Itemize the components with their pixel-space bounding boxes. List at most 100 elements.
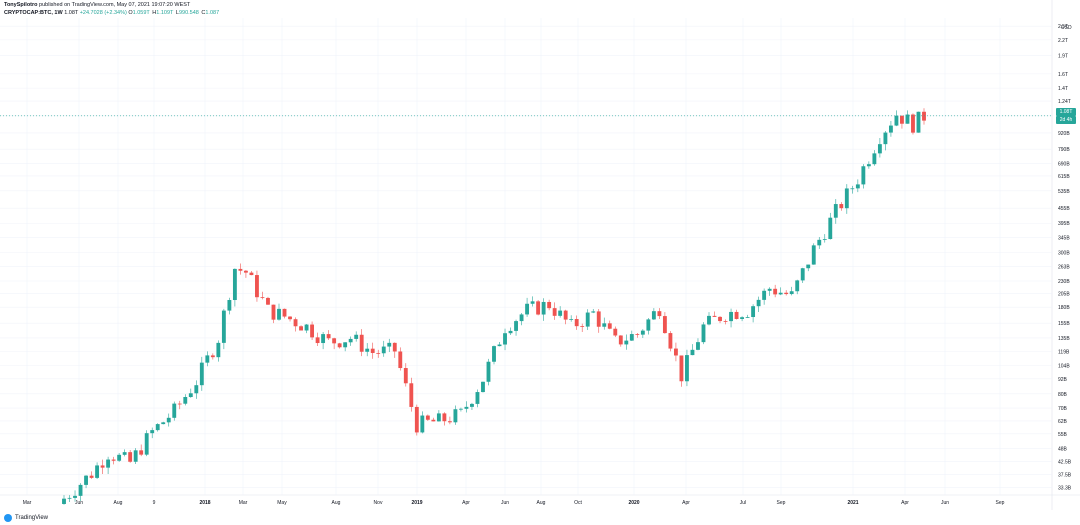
candle-up — [277, 308, 281, 320]
candle-up — [525, 303, 530, 315]
candle-up — [740, 317, 745, 319]
candle-up — [872, 153, 877, 165]
y-tick-label: 690B — [1058, 162, 1070, 168]
candle-up — [888, 125, 893, 133]
candle-up — [795, 280, 800, 292]
candle-up — [122, 452, 127, 455]
x-tick-label: Aug — [537, 500, 546, 506]
candle-up — [205, 355, 210, 363]
candle-down — [288, 316, 292, 320]
candle-up — [530, 301, 535, 304]
y-tick-label: 155B — [1058, 321, 1070, 327]
x-tick-label: May — [277, 500, 287, 506]
candle-up — [348, 338, 353, 343]
candle-up — [789, 291, 794, 295]
candle-up — [558, 310, 563, 316]
open-label: O — [128, 10, 133, 16]
y-tick-label: 1.6T — [1058, 72, 1068, 78]
candle-up — [569, 319, 574, 320]
candle-up — [800, 268, 805, 281]
candle-down — [580, 326, 585, 327]
y-tick-label: 535B — [1058, 189, 1070, 195]
candle-up — [84, 475, 88, 485]
low-value: 990.548 — [178, 10, 199, 16]
y-tick-label: 42.5B — [1058, 459, 1072, 465]
candle-down — [89, 475, 94, 478]
candle-down — [293, 319, 298, 327]
y-tick-label: 300B — [1058, 251, 1070, 257]
y-tick-label: 2.5T — [1058, 24, 1068, 30]
y-tick-label: 455B — [1058, 206, 1070, 212]
candles — [62, 108, 926, 505]
candle-down — [552, 308, 557, 316]
candle-down — [177, 403, 182, 405]
candle-down — [111, 459, 116, 461]
candle-down — [337, 343, 342, 348]
change-value: +24.7028 (+2.34%) — [79, 10, 127, 16]
publish-header: TonySpilotro published on TradingView.co… — [4, 2, 190, 9]
candle-up — [62, 498, 66, 504]
symbol-name[interactable]: CRYPTOCAP:BTC, 1W — [4, 10, 63, 16]
candle-down — [359, 334, 364, 352]
candle-down — [260, 297, 265, 299]
candle-down — [431, 419, 436, 422]
candle-down — [414, 406, 419, 433]
candle-up — [696, 342, 700, 350]
candle-up — [855, 184, 860, 189]
candle-up — [894, 115, 899, 126]
y-tick-label: 48B — [1058, 446, 1068, 452]
candle-up — [492, 346, 496, 362]
y-tick-label: 180B — [1058, 305, 1070, 311]
candle-up — [183, 396, 188, 404]
candle-down — [662, 316, 667, 334]
candle-down — [673, 348, 678, 356]
y-tick-label: 92B — [1058, 377, 1068, 383]
time-axis[interactable]: Mar Jun Aug 9 2018 Mar May Aug Nov 2019 Apr Jun Aug O… — [23, 500, 1005, 506]
currency-unit: USD — [1061, 25, 1072, 31]
candle-up — [221, 310, 226, 343]
candle-up — [629, 334, 634, 341]
candle-down — [773, 288, 778, 295]
candle-down — [900, 115, 904, 124]
chart-grid — [0, 0, 1080, 510]
candle-up — [73, 495, 77, 498]
candle-up — [745, 317, 750, 318]
candle-up — [365, 348, 370, 352]
candle-down — [326, 334, 331, 339]
candle-down — [723, 321, 728, 322]
candle-down — [679, 355, 684, 382]
candle-down — [613, 328, 618, 336]
candle-up — [486, 361, 491, 382]
y-tick-label: 1.9T — [1058, 54, 1068, 60]
y-tick-label: 135B — [1058, 336, 1070, 342]
y-tick-label: 119B — [1058, 349, 1070, 355]
y-tick-label: 1.4T — [1058, 86, 1068, 92]
candle-up — [767, 288, 772, 291]
candle-up — [155, 424, 160, 431]
x-tick-label: 2019 — [411, 500, 422, 506]
candle-up — [822, 239, 827, 240]
candle-up — [387, 342, 392, 347]
candle-up — [464, 406, 469, 409]
open-value: 1.059T — [132, 10, 150, 16]
candle-down — [442, 413, 447, 422]
author-name[interactable]: TonySpilotro — [4, 2, 38, 8]
candle-down — [668, 333, 673, 349]
x-tick-label: Aug — [114, 500, 123, 506]
candle-up — [844, 188, 849, 209]
candle-up — [420, 415, 425, 433]
candle-up — [381, 346, 386, 354]
x-tick-label: Mar — [23, 500, 32, 506]
x-tick-label: Jun — [75, 500, 83, 506]
candle-up — [690, 349, 695, 356]
candle-up — [833, 204, 838, 218]
candle-up — [117, 454, 122, 461]
price-axis[interactable]: 2.5T 2.2T 1.9T 1.6T 1.4T 1.24T 920B 790B 690B 615… — [1058, 24, 1072, 491]
brand-name[interactable]: TradingView — [15, 515, 49, 521]
candle-down — [139, 450, 144, 455]
candle-up — [216, 342, 221, 358]
footer: TradingView — [4, 514, 48, 522]
candle-down — [657, 311, 662, 317]
close-value: 1.087 — [205, 10, 220, 16]
